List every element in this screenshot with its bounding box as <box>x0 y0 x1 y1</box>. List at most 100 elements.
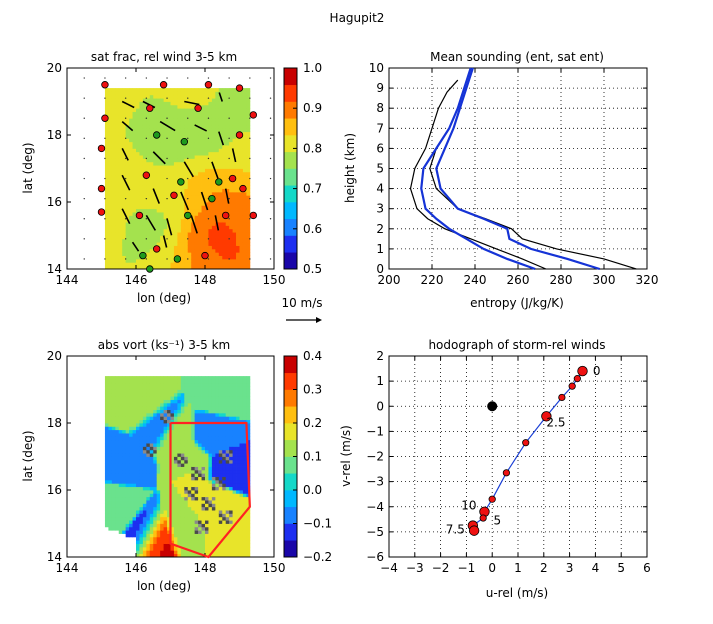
heatmap-cell <box>104 121 109 126</box>
heatmap-cell <box>198 510 202 514</box>
heatmap-cell <box>132 235 137 240</box>
heatmap-cell <box>194 540 199 544</box>
heatmap-cell <box>146 523 151 528</box>
heatmap-cell <box>118 526 123 531</box>
heatmap-cell <box>211 439 216 444</box>
heatmap-cell <box>222 396 227 400</box>
heatmap-cell <box>146 191 151 196</box>
heatmap-cell <box>153 258 158 263</box>
x-tick-label: 5 <box>617 561 625 575</box>
heatmap-cell <box>122 402 127 407</box>
heatmap-cell <box>163 94 168 99</box>
heatmap-cell <box>160 215 164 220</box>
grid-dot <box>104 258 106 260</box>
heatmap-cell <box>177 104 182 109</box>
heatmap-cell <box>173 392 178 397</box>
hodograph-label: 2.5 <box>546 416 565 430</box>
heatmap-cell <box>115 262 120 267</box>
heatmap-cell <box>167 446 171 451</box>
heatmap-cell <box>104 218 109 223</box>
x-tick-label: 150 <box>263 273 286 287</box>
heatmap-cell <box>129 419 133 424</box>
heatmap-cell <box>163 510 168 514</box>
heatmap-cell <box>198 382 202 387</box>
heatmap-cell <box>198 466 202 471</box>
heatmap-cell <box>211 265 216 270</box>
heatmap-cell <box>173 151 178 156</box>
heatmap-cell <box>239 265 244 270</box>
heatmap-cell <box>222 165 227 169</box>
station-marker-green <box>177 178 185 186</box>
heatmap-cell <box>239 165 244 169</box>
heatmap-cell <box>136 178 140 183</box>
heatmap-cell <box>170 536 175 541</box>
heatmap-cell <box>170 165 175 169</box>
grid-dot <box>104 97 106 99</box>
heatmap-cell <box>177 88 182 92</box>
heatmap-cell <box>129 533 133 538</box>
heatmap-cell <box>146 490 151 494</box>
heatmap-cell <box>153 171 158 176</box>
heatmap-cell <box>146 165 151 169</box>
heatmap-cell <box>160 376 164 380</box>
heatmap-cell <box>104 389 109 394</box>
heatmap-cell <box>153 91 158 96</box>
heatmap-cell <box>163 255 168 260</box>
y-tick-label: −4 <box>366 500 384 514</box>
heatmap-cell <box>160 396 164 400</box>
heatmap-cell <box>198 419 202 424</box>
heatmap-cell <box>115 228 120 233</box>
heatmap-cell <box>149 228 154 233</box>
heatmap-cell <box>222 238 227 243</box>
heatmap-cell <box>173 402 178 407</box>
heatmap-cell <box>160 104 164 109</box>
heatmap-cell <box>246 158 251 163</box>
grid-dot <box>104 197 106 200</box>
heatmap-cell <box>122 262 127 267</box>
heatmap-cell <box>167 245 171 250</box>
heatmap-cell <box>177 175 182 179</box>
heatmap-cell <box>122 235 127 240</box>
heatmap-cell <box>222 245 227 250</box>
heatmap-cell <box>118 252 123 256</box>
heatmap-cell <box>142 513 147 518</box>
heatmap-cell <box>215 265 220 270</box>
heatmap-cell <box>211 459 216 464</box>
heatmap-cell <box>187 392 192 397</box>
heatmap-cell <box>146 145 151 149</box>
heatmap-cell <box>160 262 164 267</box>
heatmap-cell <box>149 198 154 203</box>
heatmap-cell <box>177 382 182 387</box>
heatmap-cell <box>232 111 237 116</box>
heatmap-cell <box>194 118 199 122</box>
heatmap-cell <box>222 449 227 454</box>
heatmap-cell <box>187 476 192 481</box>
heatmap-cell <box>115 513 120 518</box>
heatmap-cell <box>180 466 185 471</box>
heatmap-cell <box>142 516 147 521</box>
heatmap-cell <box>194 175 199 179</box>
heatmap-cell <box>136 463 140 467</box>
heatmap-cell <box>170 426 175 431</box>
heatmap-cell <box>118 469 123 474</box>
heatmap-cell <box>146 222 151 226</box>
heatmap-cell <box>242 88 247 92</box>
heatmap-cell <box>149 533 154 538</box>
heatmap-cell <box>208 245 213 250</box>
heatmap-cell <box>125 215 130 220</box>
heatmap-cell <box>132 155 137 159</box>
heatmap-cell <box>180 376 185 380</box>
heatmap-cell <box>191 111 196 116</box>
grid-dot <box>187 157 189 160</box>
heatmap-cell <box>177 245 182 250</box>
heatmap-cell <box>173 145 178 149</box>
heatmap-cell <box>108 222 113 226</box>
heatmap-cell <box>167 456 171 461</box>
heatmap-cell <box>160 195 164 200</box>
heatmap-cell <box>139 124 144 129</box>
heatmap-cell <box>194 212 199 216</box>
heatmap-cell <box>191 456 196 461</box>
heatmap-cell <box>236 175 240 179</box>
heatmap-cell <box>146 382 151 387</box>
heatmap-cell <box>156 533 161 538</box>
